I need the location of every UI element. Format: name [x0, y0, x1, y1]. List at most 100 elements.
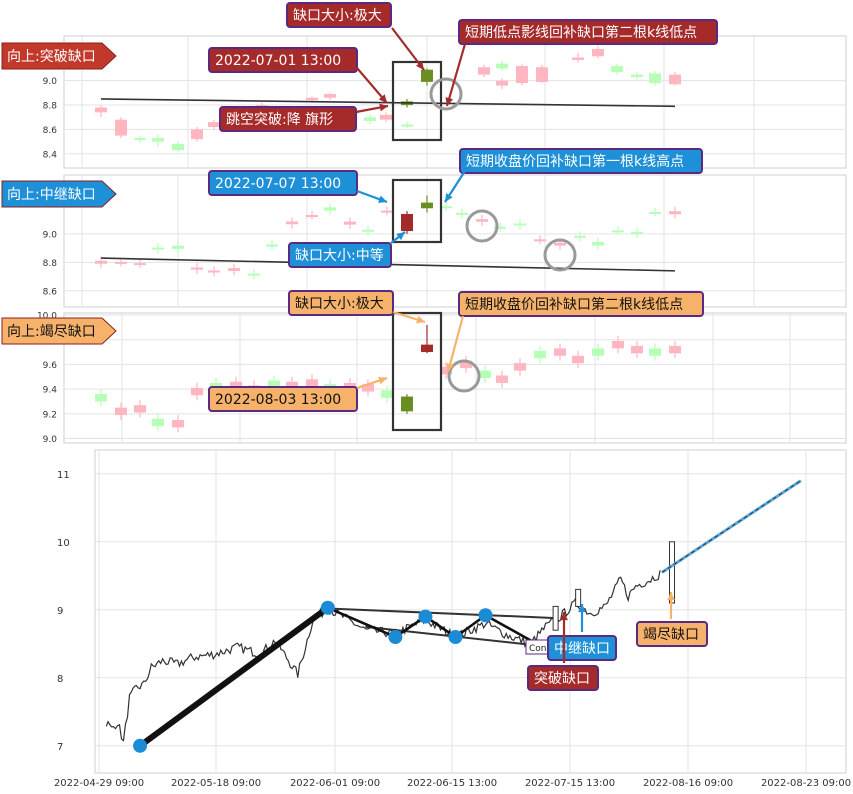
y-tick-label: 8.6: [43, 287, 58, 297]
exhaustion-gap-panel: 9.09.29.49.69.810.0: [37, 311, 847, 445]
gap-type-tag-label: 向上:中继缺口: [7, 187, 96, 203]
candle-body: [364, 117, 376, 121]
x-tick-label: 2022-08-16 09:00: [643, 778, 733, 789]
gap-fill-note-box: [458, 19, 718, 45]
candle-body: [381, 210, 393, 213]
gap-type-tag-label: 向上:突破缺口: [7, 49, 96, 65]
gap-size-arrow: [391, 27, 425, 71]
y-tick-label: 9.0: [43, 77, 58, 87]
candle-body: [631, 232, 643, 235]
pattern-label: 跳空突破:降 旗形: [226, 112, 333, 128]
candle-body: [440, 206, 452, 209]
candle-body: [401, 396, 413, 412]
pattern-arrow-head: [379, 103, 388, 112]
candle-body: [534, 350, 546, 359]
candle-body: [574, 235, 586, 238]
y-tick-label: 8: [57, 674, 63, 685]
candle-body: [208, 270, 220, 273]
pattern-point: [448, 630, 463, 644]
candle-body: [324, 207, 336, 211]
gap-fill-arrow-head: [445, 193, 453, 202]
gap-size-label: 缺口大小:极大: [295, 296, 384, 312]
candle-body: [95, 260, 107, 264]
gap-size-label-box: [288, 290, 394, 316]
panel-frame: [63, 174, 847, 308]
candle-body: [134, 137, 146, 140]
candle-body: [286, 381, 298, 390]
breakout-label-box: [527, 665, 599, 691]
candle-body: [421, 344, 433, 353]
candle-body: [152, 137, 164, 142]
runaway-gap-panel: 8.6 8.8 9.0: [43, 174, 847, 308]
gap-type-tag: [1, 42, 117, 70]
candle-body: [286, 221, 298, 225]
candle-body: [115, 119, 127, 136]
gap-fill-note-box: [459, 148, 703, 174]
gap-highlight-box: [391, 311, 443, 432]
y-tick-label: 8.6: [43, 126, 58, 136]
candle-body: [649, 212, 661, 215]
candle-body: [172, 420, 184, 428]
pattern-zigzag: [327, 606, 532, 642]
y-tick-label: 9.0: [43, 230, 58, 240]
candle-body: [134, 405, 146, 413]
price-overview-panel: 2022-04-29 09:00 2022-05-18 09:00 2022-06-…: [54, 449, 851, 789]
pattern-point: [478, 608, 493, 623]
candle-body: [362, 229, 374, 232]
channel-upper: [327, 607, 554, 619]
candle-body: [496, 375, 508, 383]
candle-body: [191, 387, 203, 396]
gap-type-tag: [1, 180, 117, 208]
gap-marker-box: [575, 588, 582, 607]
candle-body: [516, 66, 528, 84]
candle-body: [115, 261, 127, 264]
candle-body: [479, 370, 491, 378]
candle-body: [514, 363, 526, 371]
gap-type-tag-label: 向上:竭尽缺口: [7, 324, 96, 340]
candle-body: [381, 390, 393, 398]
candle-body: [152, 247, 164, 250]
candle-body: [152, 418, 164, 427]
gap-marker-box: [552, 605, 559, 631]
gap-time-label-box: [208, 170, 358, 196]
candle-body: [172, 144, 184, 151]
candle-body: [191, 129, 203, 140]
gap-fill-ring: [543, 238, 577, 272]
runaway-label: 中继缺口: [554, 641, 610, 657]
x-tick-label: 2022-08-23 09:00: [761, 778, 851, 789]
panel-frame: [94, 449, 847, 774]
gap-time-label: 2022-08-03 13:00: [215, 392, 341, 408]
gap-fill-note-box: [458, 291, 704, 317]
candle-body: [172, 245, 184, 249]
candle-body: [344, 221, 356, 225]
y-tick-label: 8.8: [43, 259, 58, 269]
candle-body: [421, 69, 433, 82]
candle-body: [649, 348, 661, 356]
panel-frame: [63, 312, 847, 444]
exhaustion-label-box: [636, 621, 708, 647]
candle-body: [268, 380, 280, 388]
candle-body: [476, 219, 488, 222]
candle-body: [248, 273, 260, 276]
candle-body: [669, 211, 681, 215]
candle-body: [631, 345, 643, 354]
gap-fill-arrow-head: [446, 363, 454, 372]
y-tick-label: 10: [57, 538, 70, 549]
candle-body: [266, 244, 278, 247]
gap-type-tag: [1, 317, 117, 345]
candle-body: [421, 202, 433, 209]
candle-body: [306, 97, 318, 101]
impulse-leg: [138, 605, 330, 749]
y-tick-label: 10.0: [37, 312, 57, 322]
gap-size-label-box: [288, 242, 392, 268]
candle-body: [592, 48, 604, 57]
candle-body: [612, 340, 624, 349]
projection-line: [661, 479, 802, 574]
candle-body: [208, 122, 220, 127]
pattern-label-box: [219, 106, 357, 132]
y-tick-label: 9: [57, 606, 63, 617]
x-tick-label: 2022-07-15 13:00: [525, 778, 615, 789]
candle-body: [514, 223, 526, 226]
